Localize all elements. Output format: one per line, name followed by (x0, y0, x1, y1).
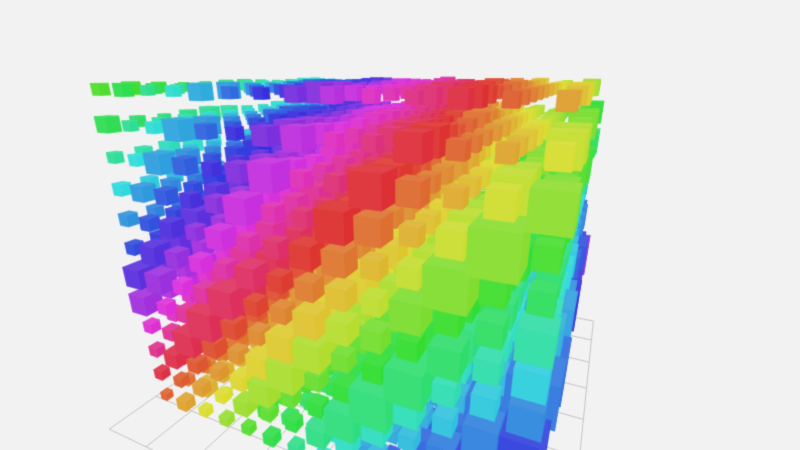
scene-viewport[interactable] (0, 0, 800, 450)
cube-field-canvas[interactable] (0, 0, 800, 450)
